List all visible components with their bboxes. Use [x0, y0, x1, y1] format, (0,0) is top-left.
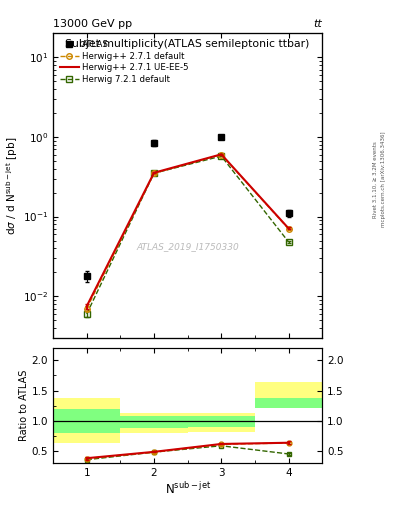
Text: mcplots.cern.ch [arXiv:1306.3436]: mcplots.cern.ch [arXiv:1306.3436]: [381, 132, 386, 227]
Text: Rivet 3.1.10, ≥ 3.2M events: Rivet 3.1.10, ≥ 3.2M events: [373, 141, 378, 218]
Text: ATLAS_2019_I1750330: ATLAS_2019_I1750330: [136, 242, 239, 251]
Text: 13000 GeV pp: 13000 GeV pp: [53, 19, 132, 29]
Y-axis label: d$\sigma$ / d N$^{\rm sub-jet}$ [pb]: d$\sigma$ / d N$^{\rm sub-jet}$ [pb]: [4, 137, 20, 234]
Legend: ATLAS, Herwig++ 2.7.1 default, Herwig++ 2.7.1 UE-EE-5, Herwig 7.2.1 default: ATLAS, Herwig++ 2.7.1 default, Herwig++ …: [57, 37, 191, 87]
Text: Subjet multiplicity(ATLAS semileptonic ttbar): Subjet multiplicity(ATLAS semileptonic t…: [66, 39, 310, 49]
X-axis label: N$^{\rm sub-jet}$: N$^{\rm sub-jet}$: [165, 481, 211, 497]
Text: tt: tt: [314, 19, 322, 29]
Y-axis label: Ratio to ATLAS: Ratio to ATLAS: [19, 370, 29, 441]
